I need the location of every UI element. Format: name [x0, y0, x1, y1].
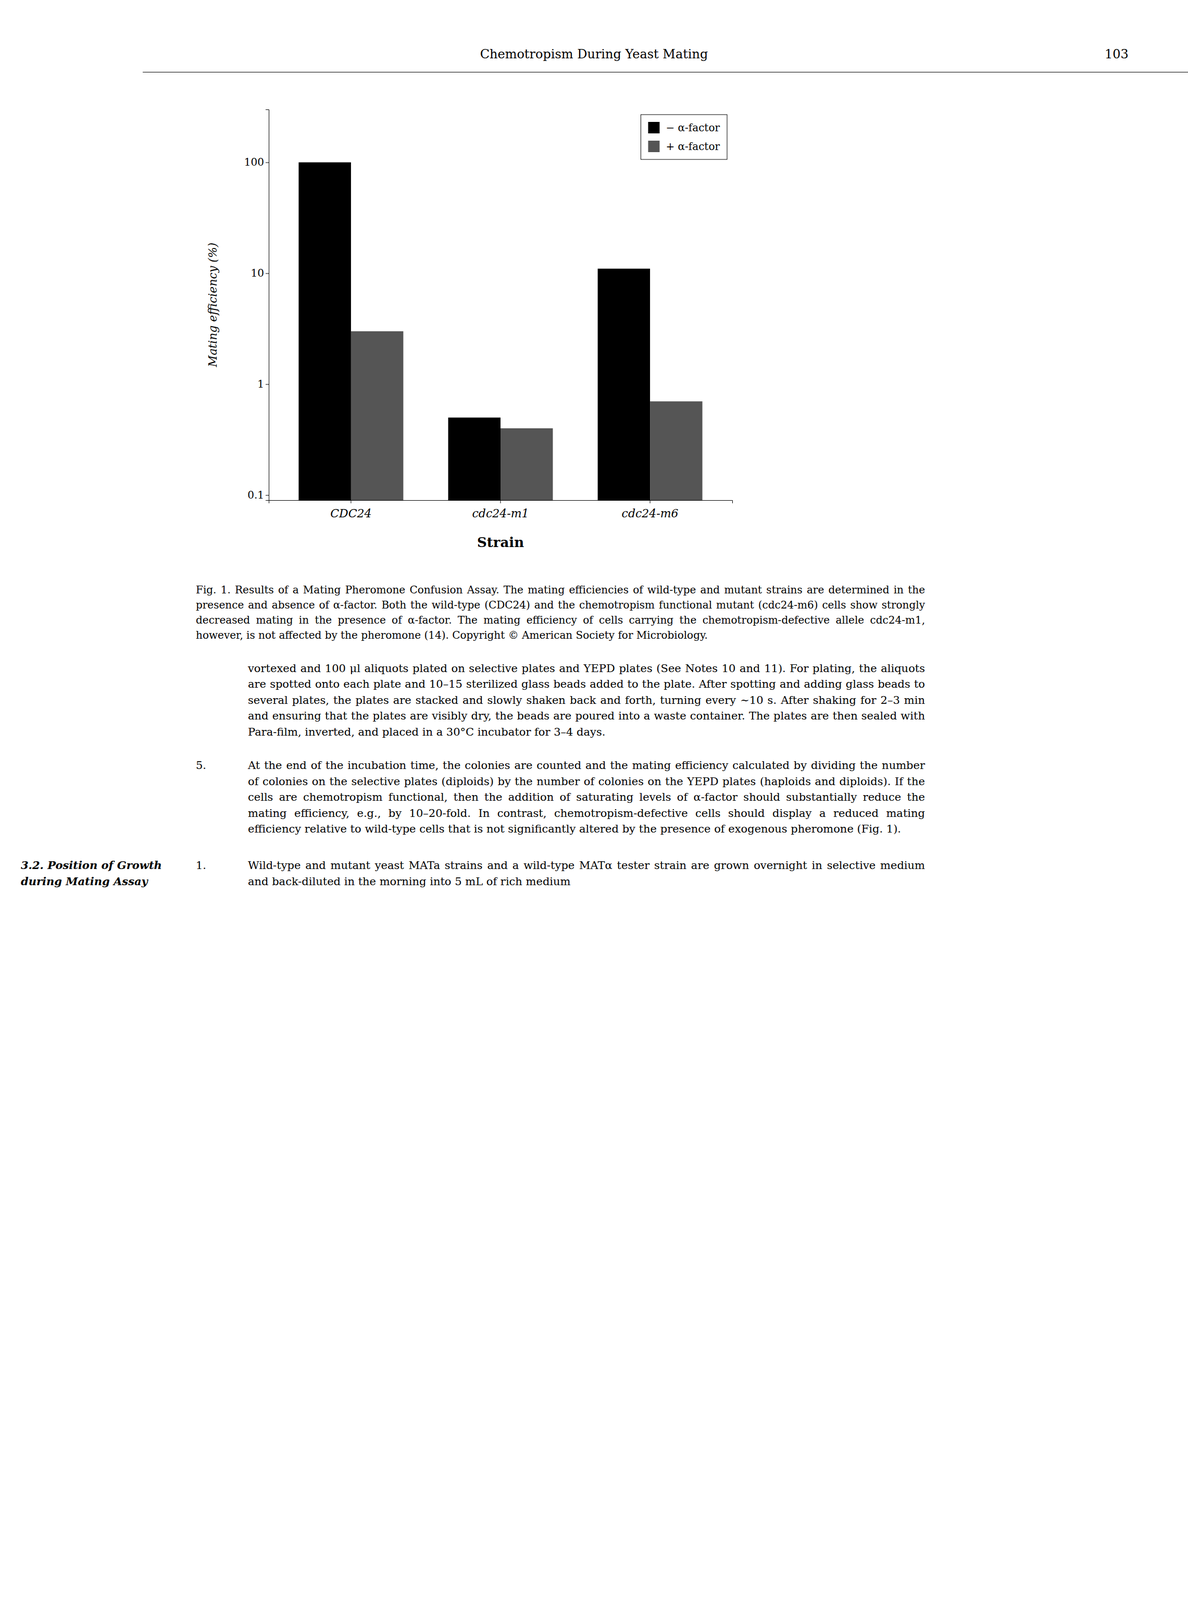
x-tick: cdc24-m1 — [471, 499, 529, 520]
y-tick-mark — [265, 162, 269, 164]
step-row: 5.At the end of the incubation time, the… — [20, 757, 1167, 837]
legend-swatch — [647, 140, 660, 153]
bar-series — [351, 331, 703, 500]
bar-series — [298, 162, 650, 500]
header: Chemotropism During Yeast Mating103 — [0, 41, 1188, 73]
y-axis-line — [265, 109, 270, 501]
chart-row: 0.1 1 10 100 CDC24 cdc24-m1 cdc24-m6 − α-factor… — [20, 93, 1167, 565]
page: Chemotropism During Yeast Mating103 0.1 1 1… — [0, 0, 1188, 1600]
x-tick-mark — [649, 499, 651, 504]
y-tick: 0.1 — [247, 488, 269, 502]
y-tick: 1 — [257, 377, 269, 391]
legend-label: + α-factor — [665, 140, 720, 153]
bar — [351, 331, 404, 500]
caption: Fig. 1. Results of a Mating Pheromone Co… — [195, 582, 925, 643]
y-tick-label: 1 — [257, 377, 265, 391]
legend-frame — [640, 114, 728, 160]
step-number: 1. — [195, 857, 248, 873]
section-row: 3.2. Position of Growthduring Mating Ass… — [20, 857, 1167, 890]
chart: 0.1 1 10 100 CDC24 cdc24-m1 cdc24-m6 − α-factor… — [195, 93, 748, 563]
step-number: 5. — [195, 757, 248, 773]
caption-row: Fig. 1. Results of a Mating Pheromone Co… — [20, 582, 1167, 643]
bar — [500, 428, 553, 500]
y-tick: 10 — [251, 266, 269, 280]
legend-label: − α-factor — [665, 121, 720, 134]
y-axis: 0.1 1 10 100 — [244, 109, 270, 502]
section-heading: 3.2. Position of Growthduring Mating Ass… — [20, 857, 196, 890]
y-tick-label: 0.1 — [247, 488, 265, 502]
section-heading-line: 3.2. Position of Growth — [20, 857, 196, 873]
step-text: At the end of the incubation time, the c… — [247, 757, 925, 837]
y-axis-title: Mating efficiency (%) — [206, 242, 220, 368]
content: 0.1 1 10 100 CDC24 cdc24-m1 cdc24-m6 − α-factor… — [20, 93, 1167, 907]
bar — [298, 162, 351, 500]
x-tick-label: CDC24 — [330, 506, 372, 520]
y-tick: 100 — [244, 155, 269, 169]
legend-swatch — [647, 121, 660, 134]
bar — [448, 417, 501, 500]
y-tick-mark — [265, 383, 269, 385]
x-axis-title: Strain — [477, 534, 524, 550]
step-text: Wild-type and mutant yeast MATa strains … — [247, 857, 925, 890]
x-tick-label: cdc24-m6 — [621, 506, 679, 520]
x-tick-mark — [350, 499, 352, 504]
legend: − α-factor + α-factor — [640, 114, 728, 160]
bar — [649, 401, 703, 500]
section-heading-line: during Mating Assay — [20, 873, 196, 890]
paragraph: vortexed and 100 μl aliquots plated on s… — [247, 660, 925, 740]
y-tick-label: 100 — [244, 155, 265, 169]
x-tick: CDC24 — [330, 499, 372, 520]
bar — [597, 268, 650, 500]
x-tick: cdc24-m6 — [621, 499, 679, 520]
y-tick-mark — [265, 494, 269, 496]
chart-holder: 0.1 1 10 100 CDC24 cdc24-m1 cdc24-m6 − α-factor… — [195, 93, 748, 565]
x-tick-mark — [500, 499, 502, 504]
page-title: Chemotropism During Yeast Mating — [0, 46, 1188, 62]
x-axis-line — [269, 500, 733, 504]
y-tick-mark — [265, 272, 269, 274]
paragraph-row: vortexed and 100 μl aliquots plated on s… — [20, 660, 1167, 740]
x-tick-label: cdc24-m1 — [471, 506, 529, 520]
x-axis: CDC24 cdc24-m1 cdc24-m6 — [269, 499, 733, 520]
plot: 0.1 1 10 100 CDC24 cdc24-m1 cdc24-m6 − α-factor… — [244, 109, 733, 521]
header-rule — [142, 71, 1188, 73]
y-tick-label: 10 — [251, 266, 265, 280]
bars — [298, 162, 703, 500]
page-number: 103 — [1104, 46, 1129, 62]
